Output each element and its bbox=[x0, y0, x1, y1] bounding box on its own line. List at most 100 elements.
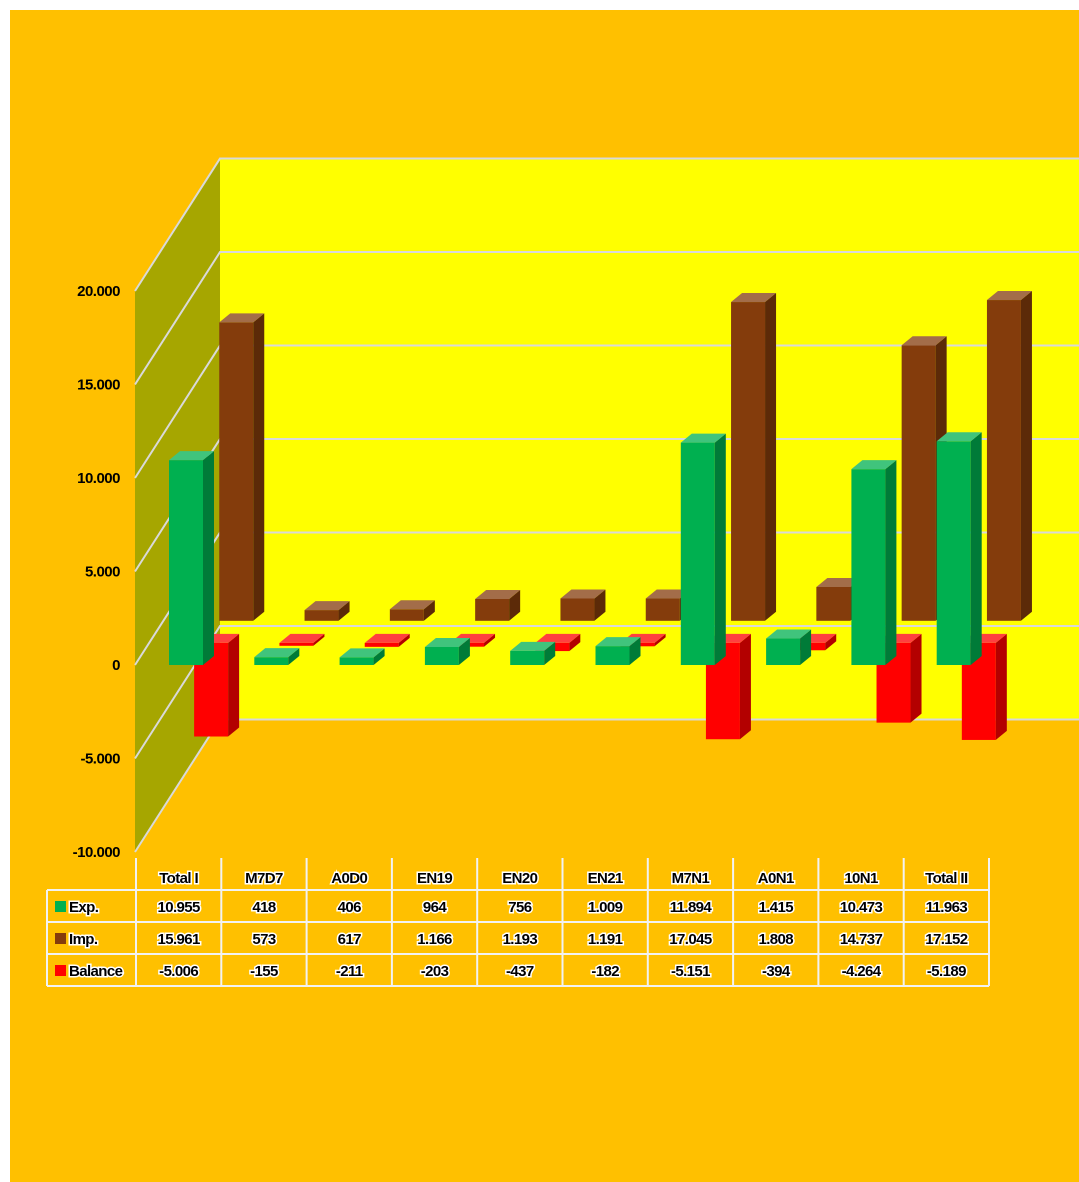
y-tick-label: 15.000 bbox=[77, 377, 120, 394]
data-table-cell: 756 bbox=[508, 899, 531, 916]
data-table-cell: 11.963 bbox=[926, 899, 968, 916]
data-table-cell: -5.006 bbox=[159, 963, 198, 980]
svg-text:Total II: Total II bbox=[925, 870, 968, 887]
legend-key-exp bbox=[55, 901, 66, 912]
data-table-cell: -182 bbox=[591, 963, 619, 980]
category-label: Total II bbox=[925, 870, 968, 887]
data-table-cell: -203 bbox=[421, 963, 449, 980]
data-table-cell: -211 bbox=[336, 963, 363, 980]
bar-balance-a0d0 bbox=[364, 633, 410, 647]
svg-text:Imp.: Imp. bbox=[69, 931, 98, 948]
svg-text:EN21: EN21 bbox=[588, 870, 623, 887]
gridline bbox=[134, 251, 1079, 386]
y-tick-label: -10.000 bbox=[73, 844, 121, 861]
data-table-cell: 14.737 bbox=[840, 931, 883, 948]
data-table-cell: 1.009 bbox=[588, 899, 623, 916]
category-label: A0D0 bbox=[331, 870, 367, 887]
legend-key-imp bbox=[55, 933, 66, 944]
data-table-cell: 17.045 bbox=[669, 931, 712, 948]
svg-text:1.009: 1.009 bbox=[588, 899, 623, 916]
category-label: M7N1 bbox=[672, 870, 710, 887]
data-table-cell: 617 bbox=[338, 931, 361, 948]
bar-exp-m7d7 bbox=[254, 648, 300, 665]
y-tick-label: 20.000 bbox=[77, 283, 120, 300]
bar-balance-m7d7 bbox=[279, 633, 325, 646]
bar-exp-en19 bbox=[424, 637, 470, 665]
svg-text:-203: -203 bbox=[421, 963, 449, 980]
bar-imp-m7n1 bbox=[731, 293, 777, 621]
svg-text:-5.006: -5.006 bbox=[159, 963, 198, 980]
svg-text:-394: -394 bbox=[762, 963, 791, 980]
gridline bbox=[134, 157, 1079, 292]
data-table-cell: 1.166 bbox=[417, 931, 452, 948]
svg-text:406: 406 bbox=[338, 899, 361, 916]
svg-text:1.808: 1.808 bbox=[758, 931, 793, 948]
data-table-cell: 964 bbox=[423, 899, 447, 916]
y-tick-label: 5.000 bbox=[85, 564, 120, 581]
data-table-cell: -437 bbox=[506, 963, 534, 980]
data-table-cell: -5.189 bbox=[927, 963, 966, 980]
svg-text:10.955: 10.955 bbox=[158, 899, 201, 916]
svg-text:-5.151: -5.151 bbox=[671, 963, 710, 980]
svg-text:17.045: 17.045 bbox=[669, 931, 712, 948]
svg-text:Balance: Balance bbox=[69, 963, 123, 980]
bar-exp-10n1 bbox=[851, 460, 897, 665]
category-label: EN19 bbox=[417, 870, 452, 887]
data-table-cell: 17.152 bbox=[925, 931, 968, 948]
bar-imp-en19 bbox=[475, 589, 521, 621]
category-label: EN20 bbox=[502, 870, 537, 887]
legend-key-balance bbox=[55, 965, 66, 976]
svg-text:15.961: 15.961 bbox=[158, 931, 201, 948]
data-table-cell: 1.193 bbox=[503, 931, 538, 948]
category-label: Total I bbox=[159, 870, 198, 887]
category-label: EN21 bbox=[588, 870, 623, 887]
category-label: 10N1 bbox=[844, 870, 878, 887]
data-table-cell: -5.151 bbox=[671, 963, 710, 980]
svg-text:17.152: 17.152 bbox=[925, 931, 968, 948]
y-tick-label: -5.000 bbox=[80, 751, 120, 768]
bar-imp-m7d7 bbox=[304, 601, 350, 621]
svg-text:A0D0: A0D0 bbox=[331, 870, 367, 887]
svg-text:-155: -155 bbox=[250, 963, 278, 980]
data-table-cell: 1.191 bbox=[588, 931, 623, 948]
data-table-cell: 10.473 bbox=[840, 899, 883, 916]
gridline bbox=[134, 625, 1079, 760]
svg-text:-437: -437 bbox=[506, 963, 534, 980]
svg-text:-4.264: -4.264 bbox=[842, 963, 882, 980]
svg-text:10.473: 10.473 bbox=[840, 899, 883, 916]
svg-text:11.963: 11.963 bbox=[926, 899, 968, 916]
data-table-cell: 1.808 bbox=[758, 931, 793, 948]
bars-back-row bbox=[219, 291, 1032, 621]
svg-text:964: 964 bbox=[423, 899, 447, 916]
bar-imp-a0d0 bbox=[389, 600, 435, 621]
bar-imp-total-i bbox=[219, 313, 265, 621]
bar-imp-en20 bbox=[560, 589, 606, 621]
svg-text:Exp.: Exp. bbox=[69, 899, 99, 916]
data-table-cell: 15.961 bbox=[158, 931, 201, 948]
svg-text:573: 573 bbox=[252, 931, 275, 948]
series-label: Exp. bbox=[69, 899, 99, 916]
bar-exp-m7n1 bbox=[680, 433, 726, 665]
data-table-cell: 10.955 bbox=[158, 899, 201, 916]
svg-text:14.737: 14.737 bbox=[840, 931, 883, 948]
data-table-cell: -394 bbox=[762, 963, 791, 980]
svg-text:Total I: Total I bbox=[159, 870, 198, 887]
data-table-cell: 573 bbox=[252, 931, 275, 948]
y-tick-label: 0 bbox=[112, 657, 120, 674]
svg-text:A0N1: A0N1 bbox=[758, 870, 794, 887]
bar-exp-total-ii bbox=[936, 432, 982, 665]
svg-text:10N1: 10N1 bbox=[844, 870, 878, 887]
bar-exp-en20 bbox=[510, 641, 556, 665]
data-table-cell: 1.415 bbox=[758, 899, 793, 916]
svg-text:11.894: 11.894 bbox=[670, 899, 713, 916]
y-axis-ticks: -10.000 -5.000 0 5.000 10.000 15.000 20.000 bbox=[73, 283, 121, 861]
data-table-cell: -155 bbox=[250, 963, 278, 980]
svg-text:-182: -182 bbox=[591, 963, 619, 980]
svg-text:756: 756 bbox=[508, 899, 531, 916]
bar-exp-a0n1 bbox=[766, 629, 812, 665]
svg-text:1.415: 1.415 bbox=[758, 899, 793, 916]
svg-text:M7N1: M7N1 bbox=[672, 870, 710, 887]
bars-front-row bbox=[169, 432, 982, 665]
